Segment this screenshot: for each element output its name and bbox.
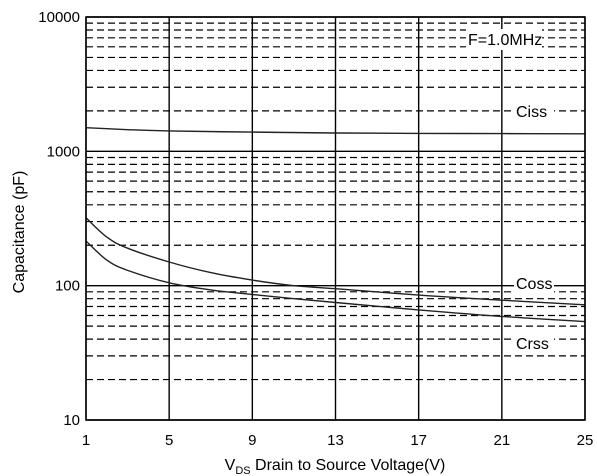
plot-frame [85, 16, 586, 421]
y-tick-label: 10000 [38, 9, 80, 26]
series-coss-line [85, 217, 586, 306]
x-axis-label: VDS Drain to Source Voltage(V) [225, 457, 446, 476]
series-lines [85, 127, 586, 323]
x-axis-label-rest: Drain to Source Voltage(V) [251, 457, 446, 474]
series-crss-line [85, 240, 586, 323]
series-ciss-line [85, 127, 586, 135]
x-tick-label: 1 [82, 432, 90, 449]
x-tick-label: 9 [248, 432, 256, 449]
y-tick-label: 1000 [47, 143, 80, 160]
x-tick-label: 21 [493, 432, 510, 449]
x-tick-label: 17 [410, 432, 427, 449]
grid [85, 16, 586, 421]
frequency-condition-label-bg [466, 29, 542, 50]
y-axis-label: Capacitance (pF) [11, 171, 28, 294]
x-axis-label-main: V [225, 457, 236, 474]
frequency-condition-label: F=1.0MHz [468, 32, 542, 49]
x-tick-label: 5 [165, 432, 173, 449]
series-coss-label-bg [514, 273, 554, 294]
series-ciss-label: Ciss [516, 104, 547, 121]
annotations: F=1.0MHz Ciss Coss Crss [466, 29, 554, 354]
tick-labels: 1 5 9 13 17 21 25 10 100 1000 10000 [38, 9, 593, 449]
x-axis-label-subscript: DS [235, 465, 250, 476]
y-tick-label: 10 [63, 412, 80, 429]
series-coss-label: Coss [516, 276, 552, 293]
x-tick-label: 25 [577, 432, 594, 449]
series-crss-label: Crss [516, 336, 549, 353]
series-ciss-label-bg [514, 101, 554, 122]
y-tick-label: 100 [55, 278, 80, 295]
series-crss-label-bg [514, 333, 554, 354]
x-tick-label: 13 [327, 432, 344, 449]
